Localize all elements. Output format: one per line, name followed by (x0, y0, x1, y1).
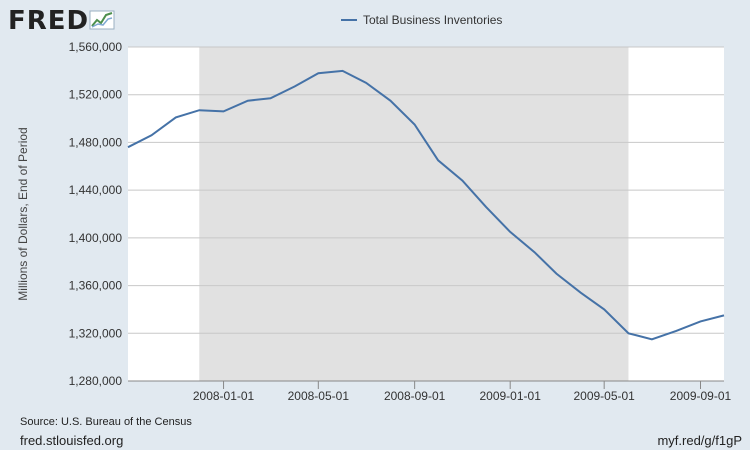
y-axis-label: Millions of Dollars, End of Period (16, 127, 30, 300)
series-line-total-business-inventories (127, 69, 725, 341)
site-link[interactable]: fred.stlouisfed.org (20, 433, 124, 448)
x-tick-label: 2008-05-01 (288, 389, 350, 403)
x-tick-label: 2009-05-01 (573, 389, 635, 403)
y-tick-label: 1,440,000 (69, 183, 123, 197)
x-tick-label: 2008-01-01 (193, 389, 255, 403)
y-tick-label: 1,480,000 (69, 135, 123, 149)
y-axis-ticks: 1,280,000 1,320,000 1,360,000 1,400,000 1,44… (69, 40, 123, 388)
y-tick-label: 1,360,000 (69, 279, 123, 293)
source-note: Source: U.S. Bureau of the Census (20, 416, 192, 428)
y-tick-label: 1,320,000 (69, 326, 123, 340)
x-tick-label: 2009-01-01 (479, 389, 541, 403)
x-tick-label: 2009-09-01 (670, 389, 732, 403)
legend[interactable]: Total Business Inventories (341, 13, 502, 27)
fred-logo-text: FRED (8, 6, 89, 36)
fred-logo: FRED (8, 6, 115, 36)
legend-label: Total Business Inventories (363, 13, 502, 27)
y-tick-label: 1,520,000 (69, 88, 123, 102)
x-tick-label: 2008-09-01 (384, 389, 446, 403)
y-tick-label: 1,560,000 (69, 40, 123, 54)
y-tick-label: 1,280,000 (69, 374, 123, 388)
short-url-link[interactable]: myf.red/g/f1gP (657, 433, 742, 448)
y-tick-label: 1,400,000 (69, 231, 123, 245)
recession-shading (199, 47, 629, 381)
x-axis-ticks: 2008-01-01 2008-05-01 2008-09-01 2009-01-01… (128, 380, 732, 403)
line-chart-icon (89, 10, 115, 30)
